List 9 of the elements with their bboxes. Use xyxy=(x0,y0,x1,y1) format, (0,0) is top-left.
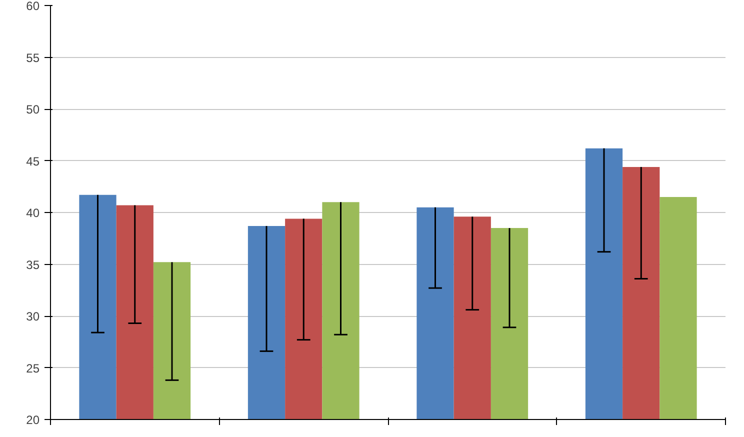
y-tick-label: 30 xyxy=(26,310,40,324)
y-tick-label: 35 xyxy=(26,258,40,272)
y-tick-label: 20 xyxy=(26,413,40,427)
y-tick-label: 45 xyxy=(26,154,40,168)
y-tick-label: 25 xyxy=(26,361,40,376)
y-tick-label: 40 xyxy=(26,206,40,220)
y-tick-label: 60 xyxy=(26,0,40,13)
y-tick-label: 50 xyxy=(26,102,40,116)
y-tick-label: 55 xyxy=(26,50,40,65)
